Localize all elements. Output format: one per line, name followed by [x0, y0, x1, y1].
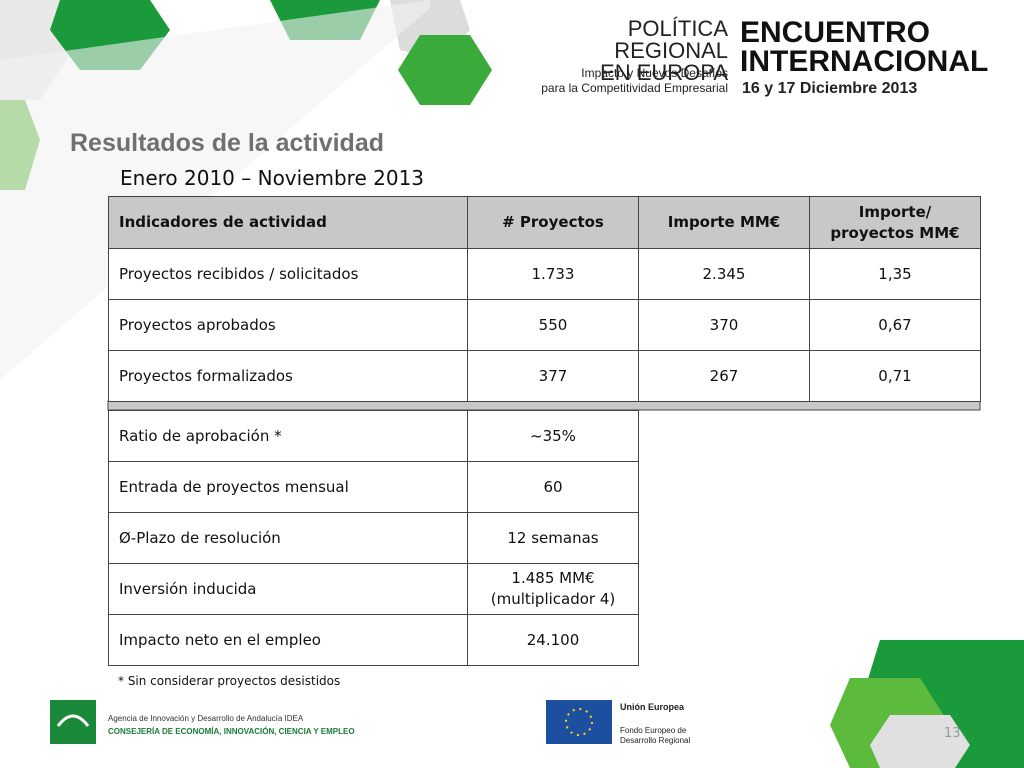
- header-cell: Importe MM€: [638, 196, 810, 249]
- text: POLÍTICA REGIONAL: [614, 16, 728, 63]
- cell-line: proyectos MM€: [830, 223, 960, 242]
- event-name: ENCUENTRO INTERNACIONAL: [740, 16, 989, 78]
- header-cell: Importe/proyectos MM€: [809, 196, 981, 249]
- cell-line: Importe/: [858, 202, 932, 221]
- agency: Agencia de Innovación y Desarrollo de An…: [108, 714, 304, 723]
- page-number: 13: [944, 726, 961, 741]
- table-cell: 1.733: [467, 248, 639, 300]
- text: ENCUENTRO: [740, 16, 931, 49]
- text: Impacto y Nuevos Desafíos: [581, 66, 728, 80]
- cell-line: 1.485 MM€: [511, 569, 595, 587]
- table-cell: Proyectos aprobados: [108, 299, 468, 351]
- table-cell: 12 semanas: [467, 512, 639, 564]
- table-cell: 267: [638, 350, 810, 402]
- table-cell: Entrada de proyectos mensual: [108, 461, 468, 513]
- text: para la Competitividad Empresarial: [541, 81, 728, 95]
- table-cell: ~35%: [467, 410, 639, 462]
- table-cell: 60: [467, 461, 639, 513]
- table-cell: Proyectos recibidos / solicitados: [108, 248, 468, 300]
- table-cell: Proyectos formalizados: [108, 350, 468, 402]
- footnote: * Sin considerar proyectos desistidos: [118, 674, 341, 688]
- cell-line: (multiplicador 4): [490, 590, 616, 608]
- subtitle: Enero 2010 – Noviembre 2013: [120, 166, 425, 190]
- table-cell: Inversión inducida: [108, 563, 468, 615]
- event-title: POLÍTICA REGIONAL EN EUROPA: [516, 18, 728, 84]
- eu-stars: [565, 708, 593, 736]
- table-cell: 24.100: [467, 614, 639, 666]
- eu-flag: [546, 700, 612, 744]
- text: EN EUROPA: [600, 60, 728, 85]
- table-cell: 0,67: [809, 299, 981, 351]
- header-cell: Indicadores de actividad: [108, 196, 468, 249]
- hexagon: [398, 35, 492, 105]
- text: INTERNACIONAL: [740, 45, 989, 78]
- title: Resultados de la actividad: [70, 129, 384, 157]
- table-cell: 370: [638, 299, 810, 351]
- stripe: [0, 0, 430, 380]
- logo-arch: [56, 714, 90, 727]
- text: Desarrollo Regional: [620, 736, 691, 745]
- table-cell: 550: [467, 299, 639, 351]
- header-cell: # Proyectos: [467, 196, 639, 249]
- fund-label: Fondo Europeo de Desarrollo Regional: [620, 726, 690, 746]
- event-subtitle: Impacto y Nuevos Desafíos para la Compet…: [530, 66, 728, 96]
- eu-label: Unión Europea: [620, 702, 685, 712]
- table-cell: 0,71: [809, 350, 981, 402]
- table-cell: 377: [467, 350, 639, 402]
- text: Fondo Europeo de: [620, 726, 687, 735]
- table-cell: 1,35: [809, 248, 981, 300]
- table-separator: [107, 400, 981, 411]
- table-cell: Ø-Plazo de resolución: [108, 512, 468, 564]
- table-cell: 1.485 MM€ (multiplicador 4): [467, 563, 639, 615]
- table-cell: Ratio de aprobación *: [108, 410, 468, 462]
- table-cell: 2.345: [638, 248, 810, 300]
- ministry: CONSEJERÍA DE ECONOMÍA, INNOVACIÓN, CIEN…: [108, 727, 355, 736]
- hexagon: [870, 715, 970, 768]
- logo-junta: [50, 700, 96, 744]
- event-date: 16 y 17 Diciembre 2013: [742, 80, 918, 97]
- table-cell: Impacto neto en el empleo: [108, 614, 468, 666]
